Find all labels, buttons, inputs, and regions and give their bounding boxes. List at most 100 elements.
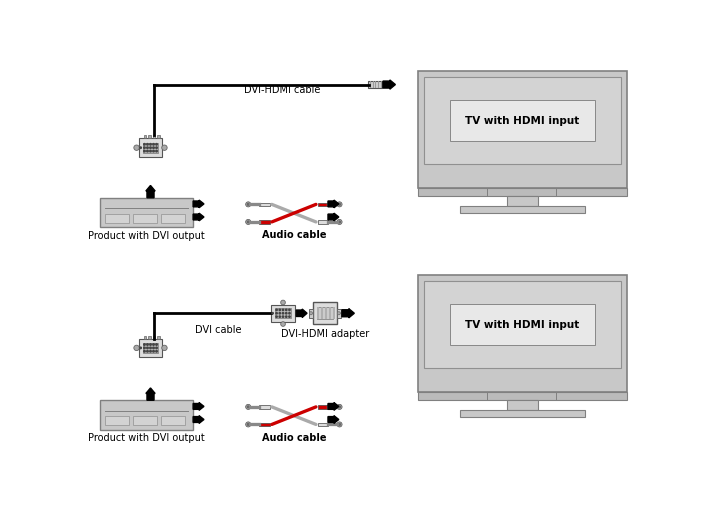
Circle shape	[272, 312, 273, 314]
Circle shape	[246, 219, 251, 225]
FancyBboxPatch shape	[144, 135, 146, 139]
Circle shape	[289, 312, 290, 314]
Circle shape	[337, 219, 342, 225]
Circle shape	[149, 347, 152, 349]
FancyBboxPatch shape	[370, 81, 371, 88]
FancyBboxPatch shape	[153, 335, 155, 339]
Circle shape	[153, 344, 154, 345]
Text: DVI-HDMI adapter: DVI-HDMI adapter	[281, 329, 369, 339]
Circle shape	[338, 424, 341, 425]
Polygon shape	[328, 213, 339, 221]
Circle shape	[144, 147, 145, 149]
Circle shape	[337, 422, 342, 427]
Circle shape	[134, 145, 139, 150]
Polygon shape	[328, 200, 339, 208]
FancyBboxPatch shape	[148, 335, 151, 339]
Circle shape	[156, 347, 157, 349]
Circle shape	[289, 309, 290, 311]
FancyBboxPatch shape	[325, 307, 327, 319]
Text: Product with DVI output: Product with DVI output	[88, 433, 205, 444]
Circle shape	[338, 221, 341, 223]
FancyBboxPatch shape	[424, 77, 621, 164]
Circle shape	[285, 316, 287, 317]
Circle shape	[279, 309, 280, 311]
Text: TV with HDMI input: TV with HDMI input	[465, 116, 580, 125]
Circle shape	[337, 202, 342, 207]
Text: DVI cable: DVI cable	[195, 325, 241, 335]
Polygon shape	[146, 388, 155, 400]
FancyBboxPatch shape	[161, 214, 185, 223]
Circle shape	[156, 143, 157, 145]
Circle shape	[140, 347, 142, 349]
Circle shape	[161, 345, 167, 351]
FancyBboxPatch shape	[318, 405, 329, 408]
Circle shape	[156, 150, 157, 152]
FancyBboxPatch shape	[309, 309, 313, 318]
FancyBboxPatch shape	[105, 214, 129, 223]
Polygon shape	[193, 403, 204, 410]
Circle shape	[338, 204, 341, 205]
FancyBboxPatch shape	[275, 308, 291, 318]
Circle shape	[279, 316, 280, 317]
FancyBboxPatch shape	[329, 307, 331, 319]
FancyBboxPatch shape	[157, 335, 160, 339]
Circle shape	[149, 150, 152, 152]
FancyBboxPatch shape	[153, 135, 155, 139]
Circle shape	[147, 351, 148, 352]
Circle shape	[156, 351, 157, 352]
FancyBboxPatch shape	[161, 416, 185, 425]
Polygon shape	[193, 416, 204, 423]
Circle shape	[285, 312, 287, 314]
Circle shape	[153, 347, 154, 349]
FancyBboxPatch shape	[144, 335, 146, 339]
Circle shape	[144, 344, 145, 345]
Circle shape	[338, 406, 341, 408]
Circle shape	[280, 300, 285, 305]
Circle shape	[153, 351, 154, 352]
FancyBboxPatch shape	[318, 423, 329, 426]
Circle shape	[144, 150, 145, 152]
Polygon shape	[193, 213, 204, 221]
FancyBboxPatch shape	[375, 81, 377, 88]
Polygon shape	[296, 309, 307, 318]
FancyBboxPatch shape	[157, 135, 160, 139]
Circle shape	[147, 344, 148, 345]
Circle shape	[147, 347, 148, 349]
Circle shape	[285, 309, 287, 311]
Circle shape	[282, 309, 284, 311]
Circle shape	[149, 344, 152, 345]
FancyBboxPatch shape	[418, 71, 627, 187]
Text: DVI-HDMI cable: DVI-HDMI cable	[244, 86, 321, 96]
Circle shape	[247, 221, 249, 223]
Circle shape	[282, 316, 284, 317]
Polygon shape	[383, 80, 395, 89]
Polygon shape	[146, 185, 155, 198]
FancyBboxPatch shape	[418, 392, 627, 400]
FancyBboxPatch shape	[368, 81, 382, 88]
Text: Audio cable: Audio cable	[262, 433, 326, 443]
Circle shape	[247, 204, 249, 205]
Polygon shape	[342, 309, 354, 318]
Circle shape	[247, 406, 249, 408]
FancyBboxPatch shape	[418, 187, 627, 196]
FancyBboxPatch shape	[459, 410, 586, 417]
FancyBboxPatch shape	[259, 220, 270, 224]
Circle shape	[276, 312, 278, 314]
Circle shape	[289, 316, 290, 317]
Circle shape	[147, 147, 148, 149]
Circle shape	[279, 312, 280, 314]
Circle shape	[144, 351, 145, 352]
FancyBboxPatch shape	[132, 214, 157, 223]
Circle shape	[246, 404, 251, 410]
Circle shape	[337, 312, 341, 315]
Circle shape	[149, 147, 152, 149]
Text: Audio cable: Audio cable	[262, 230, 326, 240]
FancyBboxPatch shape	[139, 339, 162, 357]
FancyBboxPatch shape	[259, 405, 270, 408]
Circle shape	[144, 347, 145, 349]
FancyBboxPatch shape	[507, 196, 538, 206]
Circle shape	[247, 424, 249, 425]
Circle shape	[153, 150, 154, 152]
FancyBboxPatch shape	[148, 135, 151, 139]
FancyBboxPatch shape	[316, 307, 319, 319]
